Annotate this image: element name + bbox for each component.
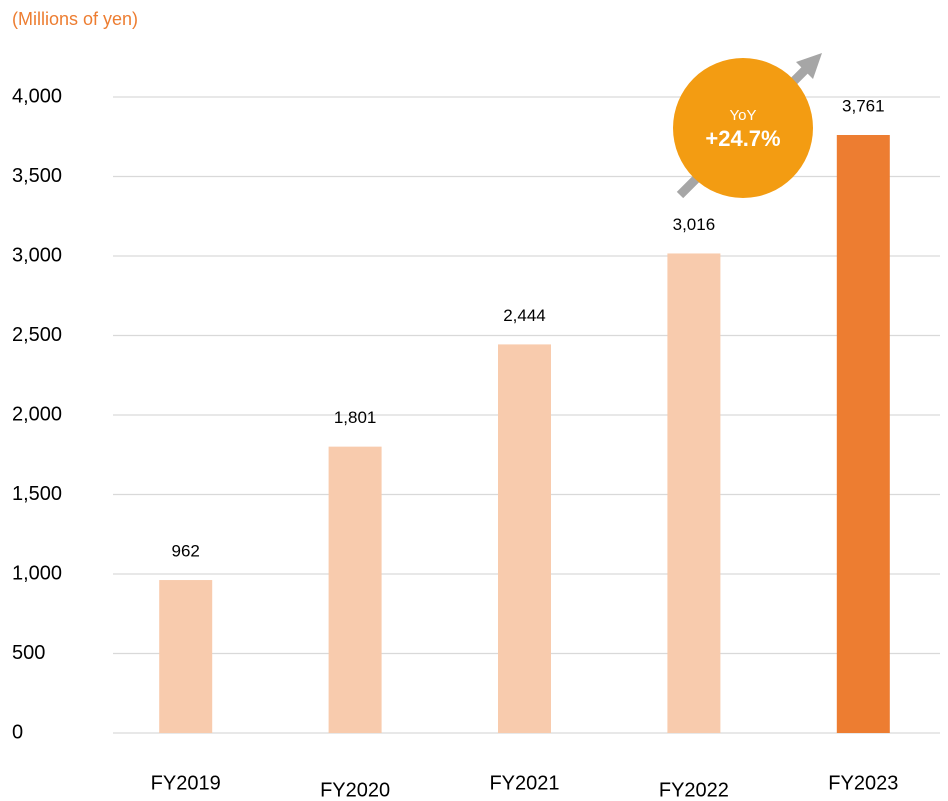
y-tick-label: 500	[12, 642, 45, 664]
y-tick-label: 0	[12, 721, 23, 743]
bar	[836, 135, 890, 734]
value-label: 2,444	[503, 306, 546, 325]
y-tick-label: 3,500	[12, 165, 62, 187]
yoy-circle	[673, 58, 813, 198]
value-label: 3,016	[673, 215, 716, 234]
value-label: 1,801	[334, 408, 377, 427]
yoy-value: +24.7%	[705, 126, 780, 151]
y-tick-label: 2,500	[12, 324, 62, 346]
value-label: 962	[172, 542, 200, 561]
x-tick-label: FY2021	[489, 772, 559, 794]
value-label: 3,761	[842, 96, 885, 115]
y-tick-label: 1,000	[12, 562, 62, 584]
bar	[328, 446, 382, 733]
y-tick-label: 1,500	[12, 483, 62, 505]
y-tick-label: 3,000	[12, 244, 62, 266]
x-tick-label: FY2020	[320, 779, 390, 801]
bars	[159, 135, 890, 734]
x-tick-label: FY2022	[659, 779, 729, 801]
yoy-annotation: YoY +24.7%	[673, 53, 822, 199]
grid: 0 500 1,000 1,500 2,000 2,500 3,000 3,500 4,000	[12, 85, 940, 743]
bar	[498, 344, 551, 733]
y-tick-label: 2,000	[12, 403, 62, 425]
bar	[159, 580, 213, 733]
unit-label: (Millions of yen)	[12, 9, 138, 29]
x-tick-label: FY2023	[828, 772, 898, 794]
yoy-label: YoY	[730, 107, 757, 124]
x-tick-label: FY2019	[151, 772, 221, 794]
bar	[667, 253, 721, 733]
arrow-head	[796, 53, 822, 79]
y-tick-label: 4,000	[12, 85, 62, 107]
